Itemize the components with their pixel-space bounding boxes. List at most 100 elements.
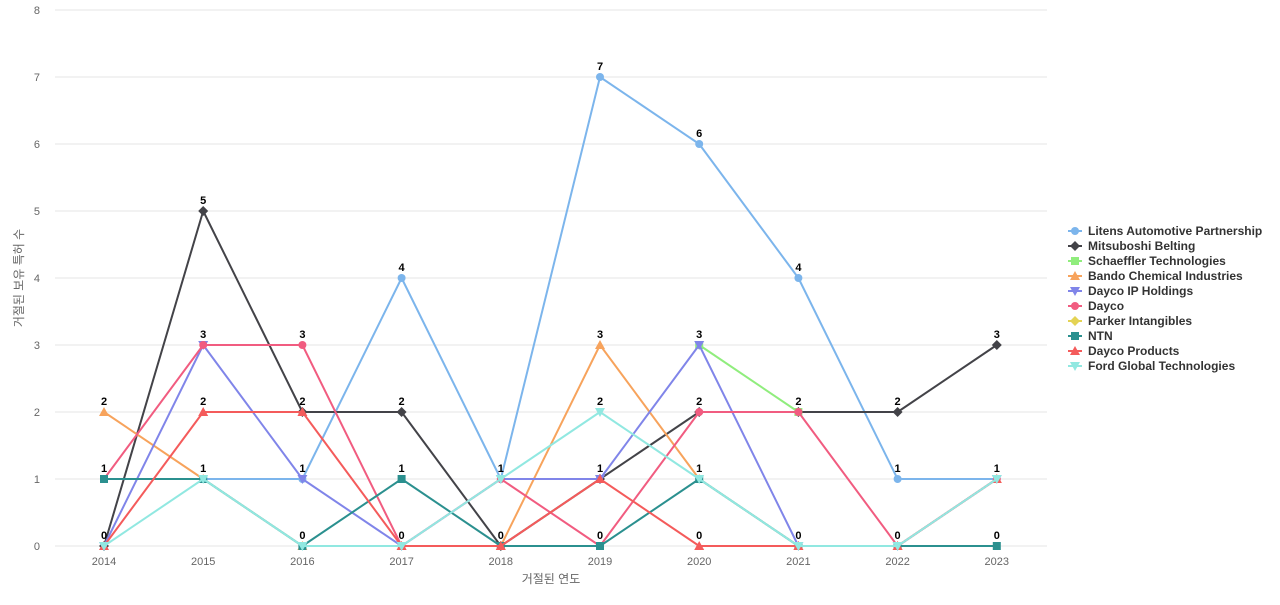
data-label: 4	[399, 262, 406, 274]
data-point-dayco-products[interactable]	[198, 407, 209, 416]
x-tick-label: 2017	[389, 556, 413, 568]
data-point-ford-global-technologies[interactable]	[396, 542, 407, 551]
legend-marker[interactable]	[1070, 316, 1080, 326]
data-point-ntn[interactable]	[992, 542, 1001, 550]
y-tick-label: 7	[34, 72, 40, 84]
legend-marker[interactable]	[1071, 302, 1079, 310]
data-point-dayco-products[interactable]	[595, 474, 605, 483]
legend-marker[interactable]	[1070, 271, 1080, 280]
data-point-dayco[interactable]	[298, 341, 307, 349]
data-point-litens-automotive-partnership[interactable]	[596, 73, 604, 81]
data-point-ford-global-technologies[interactable]	[991, 475, 1002, 484]
data-label: 1	[696, 463, 702, 475]
data-label: 3	[200, 329, 206, 341]
legend-marker[interactable]	[1070, 241, 1080, 251]
data-point-dayco-products[interactable]	[495, 541, 506, 550]
series-line-mitsuboshi-belting	[103, 210, 998, 547]
legend-label: Schaeffler Technologies	[1088, 254, 1226, 268]
data-point-ntn[interactable]	[596, 542, 604, 550]
data-point-dayco-products[interactable]	[694, 541, 705, 550]
data-point-ford-global-technologies[interactable]	[297, 542, 308, 551]
data-label: 2	[101, 396, 107, 408]
data-point-dayco-ip-holdings[interactable]	[694, 341, 705, 350]
data-point-bando-chemical-industries[interactable]	[595, 340, 605, 349]
series-ford-global-technologies	[99, 408, 1002, 551]
data-point-ford-global-technologies[interactable]	[495, 475, 506, 484]
y-tick-label: 2	[34, 407, 40, 419]
data-label: 2	[399, 396, 405, 408]
data-label: 4	[795, 262, 802, 274]
data-label: 1	[200, 463, 206, 475]
y-tick-label: 1	[34, 474, 40, 486]
legend-item-ford-global-technologies[interactable]: Ford Global Technologies	[1068, 359, 1235, 373]
y-tick-label: 4	[34, 273, 40, 285]
data-label: 3	[597, 329, 603, 341]
x-tick-label: 2021	[786, 556, 810, 568]
legend-label: NTN	[1088, 329, 1113, 343]
legend-marker[interactable]	[1070, 346, 1080, 355]
data-point-ntn[interactable]	[100, 475, 108, 483]
legend-item-parker-intangibles[interactable]: Parker Intangibles	[1068, 314, 1192, 328]
data-point-ford-global-technologies[interactable]	[198, 475, 209, 484]
legend-label: Dayco IP Holdings	[1088, 284, 1193, 298]
legend-item-dayco-products[interactable]: Dayco Products	[1068, 344, 1180, 358]
data-point-ntn[interactable]	[397, 475, 406, 483]
x-tick-label: 2014	[92, 556, 116, 568]
legend-item-bando-chemical-industries[interactable]: Bando Chemical Industries	[1068, 269, 1243, 283]
data-point-mitsuboshi-belting[interactable]	[396, 407, 407, 417]
legend-item-litens-automotive-partnership[interactable]: Litens Automotive Partnership	[1068, 224, 1262, 238]
data-label: 7	[597, 61, 603, 73]
y-axis-title: 거절된 보유 특허 수	[12, 229, 26, 327]
data-point-mitsuboshi-belting[interactable]	[991, 340, 1002, 350]
legend-marker[interactable]	[1070, 362, 1080, 371]
data-label: 6	[696, 128, 702, 140]
data-point-mitsuboshi-belting[interactable]	[198, 206, 209, 216]
data-point-litens-automotive-partnership[interactable]	[397, 274, 406, 282]
legend-marker[interactable]	[1071, 257, 1079, 265]
data-label: 1	[299, 463, 305, 475]
data-point-dayco-products[interactable]	[297, 407, 308, 416]
data-point-dayco[interactable]	[695, 408, 704, 416]
x-tick-label: 2019	[588, 556, 612, 568]
legend-item-ntn[interactable]: NTN	[1068, 329, 1113, 343]
data-point-ford-global-technologies[interactable]	[793, 542, 804, 551]
y-tick-label: 8	[34, 5, 40, 17]
data-point-dayco[interactable]	[199, 341, 208, 349]
x-tick-label: 2015	[191, 556, 215, 568]
data-point-ford-global-technologies[interactable]	[694, 475, 705, 484]
legend-item-dayco-ip-holdings[interactable]: Dayco IP Holdings	[1068, 284, 1193, 298]
data-label: 3	[696, 329, 702, 341]
data-label: 0	[299, 530, 305, 542]
data-point-dayco[interactable]	[794, 408, 803, 416]
data-label: 3	[299, 329, 305, 341]
data-point-bando-chemical-industries[interactable]	[99, 407, 109, 416]
data-point-dayco-ip-holdings[interactable]	[297, 475, 308, 484]
x-tick-label: 2018	[489, 556, 513, 568]
legend: Litens Automotive PartnershipMitsuboshi …	[1068, 224, 1262, 373]
data-point-mitsuboshi-belting[interactable]	[892, 407, 903, 417]
data-point-litens-automotive-partnership[interactable]	[695, 140, 704, 148]
data-label: 1	[399, 463, 405, 475]
legend-label: Litens Automotive Partnership	[1088, 224, 1262, 238]
data-label: 3	[994, 329, 1000, 341]
data-point-litens-automotive-partnership[interactable]	[794, 274, 803, 282]
data-point-ford-global-technologies[interactable]	[595, 408, 605, 417]
legend-item-schaeffler-technologies[interactable]: Schaeffler Technologies	[1068, 254, 1226, 268]
data-label: 1	[597, 463, 603, 475]
legend-marker[interactable]	[1070, 287, 1080, 296]
data-label: 0	[994, 530, 1000, 542]
legend-marker[interactable]	[1071, 227, 1079, 235]
data-point-ford-global-technologies[interactable]	[892, 542, 903, 551]
legend-item-dayco[interactable]: Dayco	[1068, 299, 1124, 313]
series-line-schaeffler-technologies	[698, 344, 799, 413]
data-point-litens-automotive-partnership[interactable]	[893, 475, 902, 483]
data-label: 0	[101, 530, 107, 542]
legend-item-mitsuboshi-belting[interactable]: Mitsuboshi Belting	[1068, 239, 1195, 253]
legend-marker[interactable]	[1071, 332, 1079, 340]
data-point-ford-global-technologies[interactable]	[99, 542, 109, 551]
data-label: 5	[200, 195, 206, 207]
legend-label: Dayco	[1088, 299, 1124, 313]
data-label: 0	[498, 530, 504, 542]
